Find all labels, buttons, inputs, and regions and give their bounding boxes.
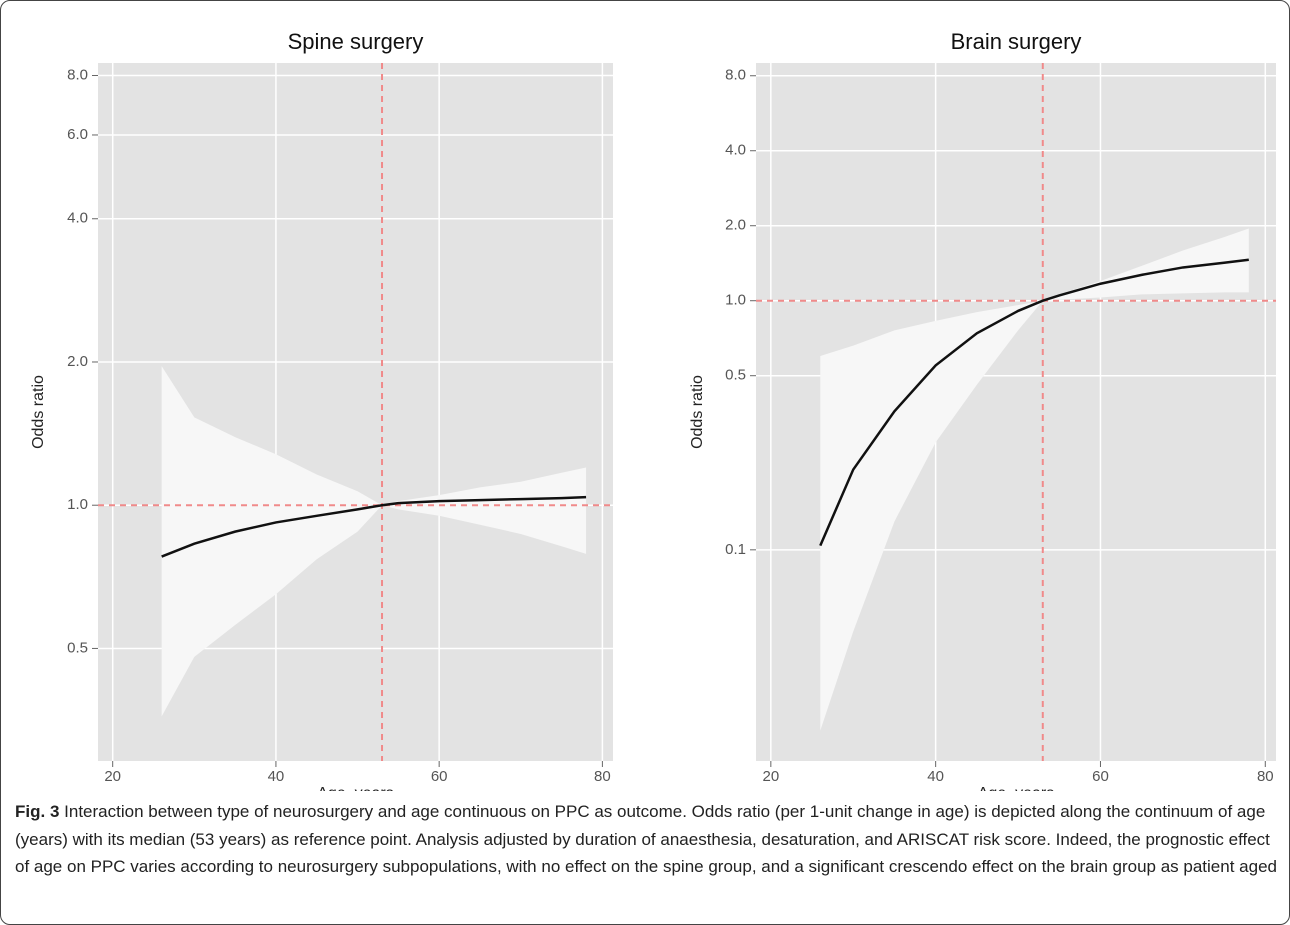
- x-tick-label: 60: [1092, 768, 1109, 785]
- y-tick-label: 1.0: [67, 496, 88, 513]
- x-axis-label: Age, years: [978, 785, 1054, 791]
- x-tick-label: 40: [927, 768, 944, 785]
- charts: Spine surgery 20 40 60 80 0.5 1.0 2.0 4.0 6.0 8.0 A…: [30, 29, 1276, 791]
- chart-title: Brain surgery: [951, 29, 1082, 54]
- odds-ratio-line: [161, 495, 587, 558]
- x-tick-label: 80: [594, 768, 611, 785]
- confidence-band: [161, 366, 587, 717]
- x-axis-label: Age, years: [317, 785, 393, 791]
- x-tick-label: 60: [431, 768, 448, 785]
- y-axis-label: Odds ratio: [689, 375, 706, 449]
- y-tick-label: 8.0: [67, 66, 88, 83]
- y-tick-label: 0.5: [67, 639, 88, 656]
- caption: Fig. 3 Interaction between type of neuro…: [15, 798, 1277, 881]
- y-tick-label: 8.0: [725, 67, 746, 84]
- confidence-band: [820, 228, 1249, 731]
- x-tick-label: 40: [268, 768, 285, 785]
- y-tick-label: 0.5: [725, 367, 746, 384]
- chart-title: Spine surgery: [288, 29, 424, 54]
- odds-ratio-line: [819, 258, 1249, 547]
- y-tick-label: 2.0: [67, 353, 88, 370]
- y-tick-label: 4.0: [725, 142, 746, 159]
- caption-label: Fig. 3: [15, 802, 60, 821]
- y-tick-label: 6.0: [67, 126, 88, 143]
- y-tick-label: 4.0: [67, 210, 88, 227]
- y-tick-label: 0.1: [725, 541, 746, 558]
- y-axis-label: Odds ratio: [30, 375, 47, 449]
- x-tick-label: 80: [1257, 768, 1274, 785]
- y-tick-label: 1.0: [725, 292, 746, 309]
- caption-text: Interaction between type of neurosurgery…: [15, 802, 1277, 877]
- x-tick-label: 20: [762, 768, 779, 785]
- x-tick-label: 20: [104, 768, 121, 785]
- y-tick-label: 2.0: [725, 217, 746, 234]
